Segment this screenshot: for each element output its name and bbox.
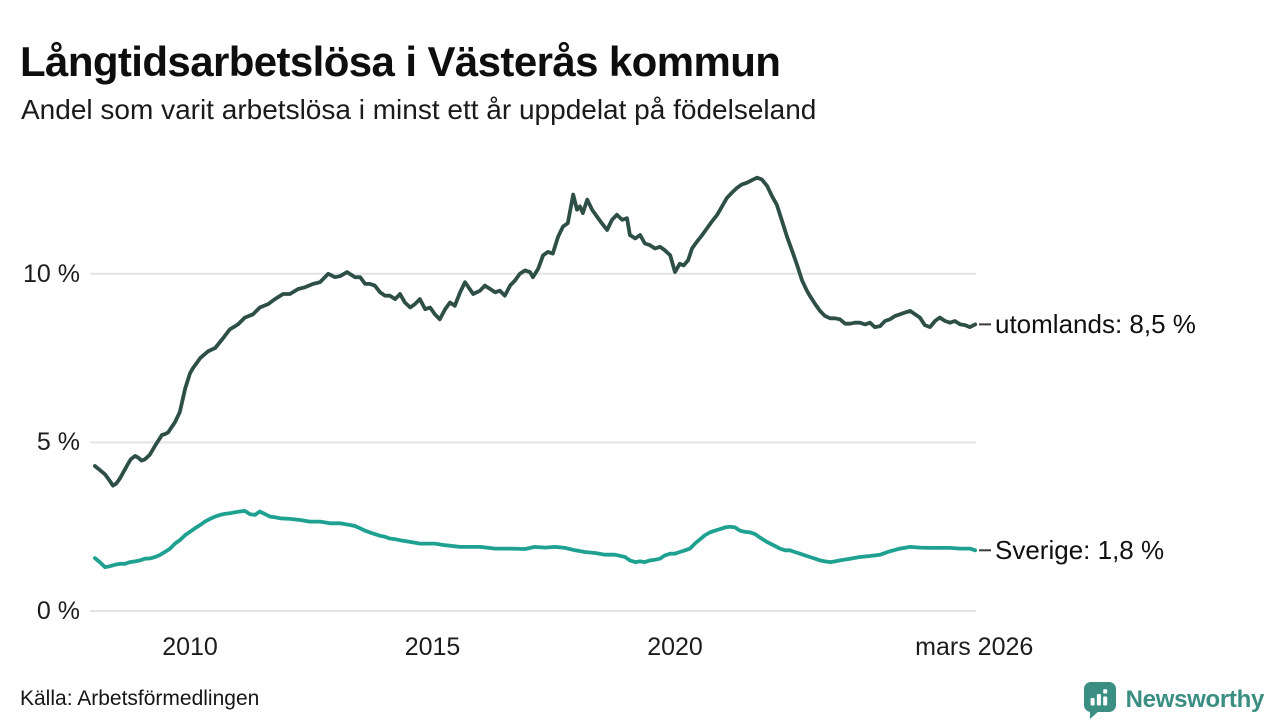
- x-tick-label-2015: 2015: [404, 633, 461, 661]
- newsworthy-icon: [1083, 682, 1116, 719]
- source-caption: Källa: Arbetsförmedlingen: [20, 687, 260, 710]
- series-label-utomlands: utomlands: 8,5 %: [995, 309, 1196, 340]
- series-label-sverige: Sverige: 1,8 %: [995, 535, 1165, 566]
- newsworthy-wordmark: Newsworthy: [1125, 686, 1265, 713]
- newsworthy-logo[interactable]: Newsworthy: [1083, 681, 1264, 719]
- chart-subtitle: Andel som varit arbetslösa i minst ett å…: [21, 94, 817, 125]
- series-line-Sverige: [93, 508, 978, 570]
- chart-title: Långtidsarbetslösa i Västerås kommun: [20, 38, 781, 86]
- x-tick-label-2010: 2010: [162, 633, 218, 661]
- x-tick-label-mars-2026: mars 2026: [915, 633, 1034, 661]
- y-tick-label-10: 10 %: [23, 259, 80, 288]
- y-tick-label-5: 5 %: [36, 428, 80, 457]
- series-line-utomlands: [93, 175, 978, 488]
- x-tick-label-2020: 2020: [647, 633, 703, 661]
- y-tick-label-0: 0 %: [36, 597, 80, 625]
